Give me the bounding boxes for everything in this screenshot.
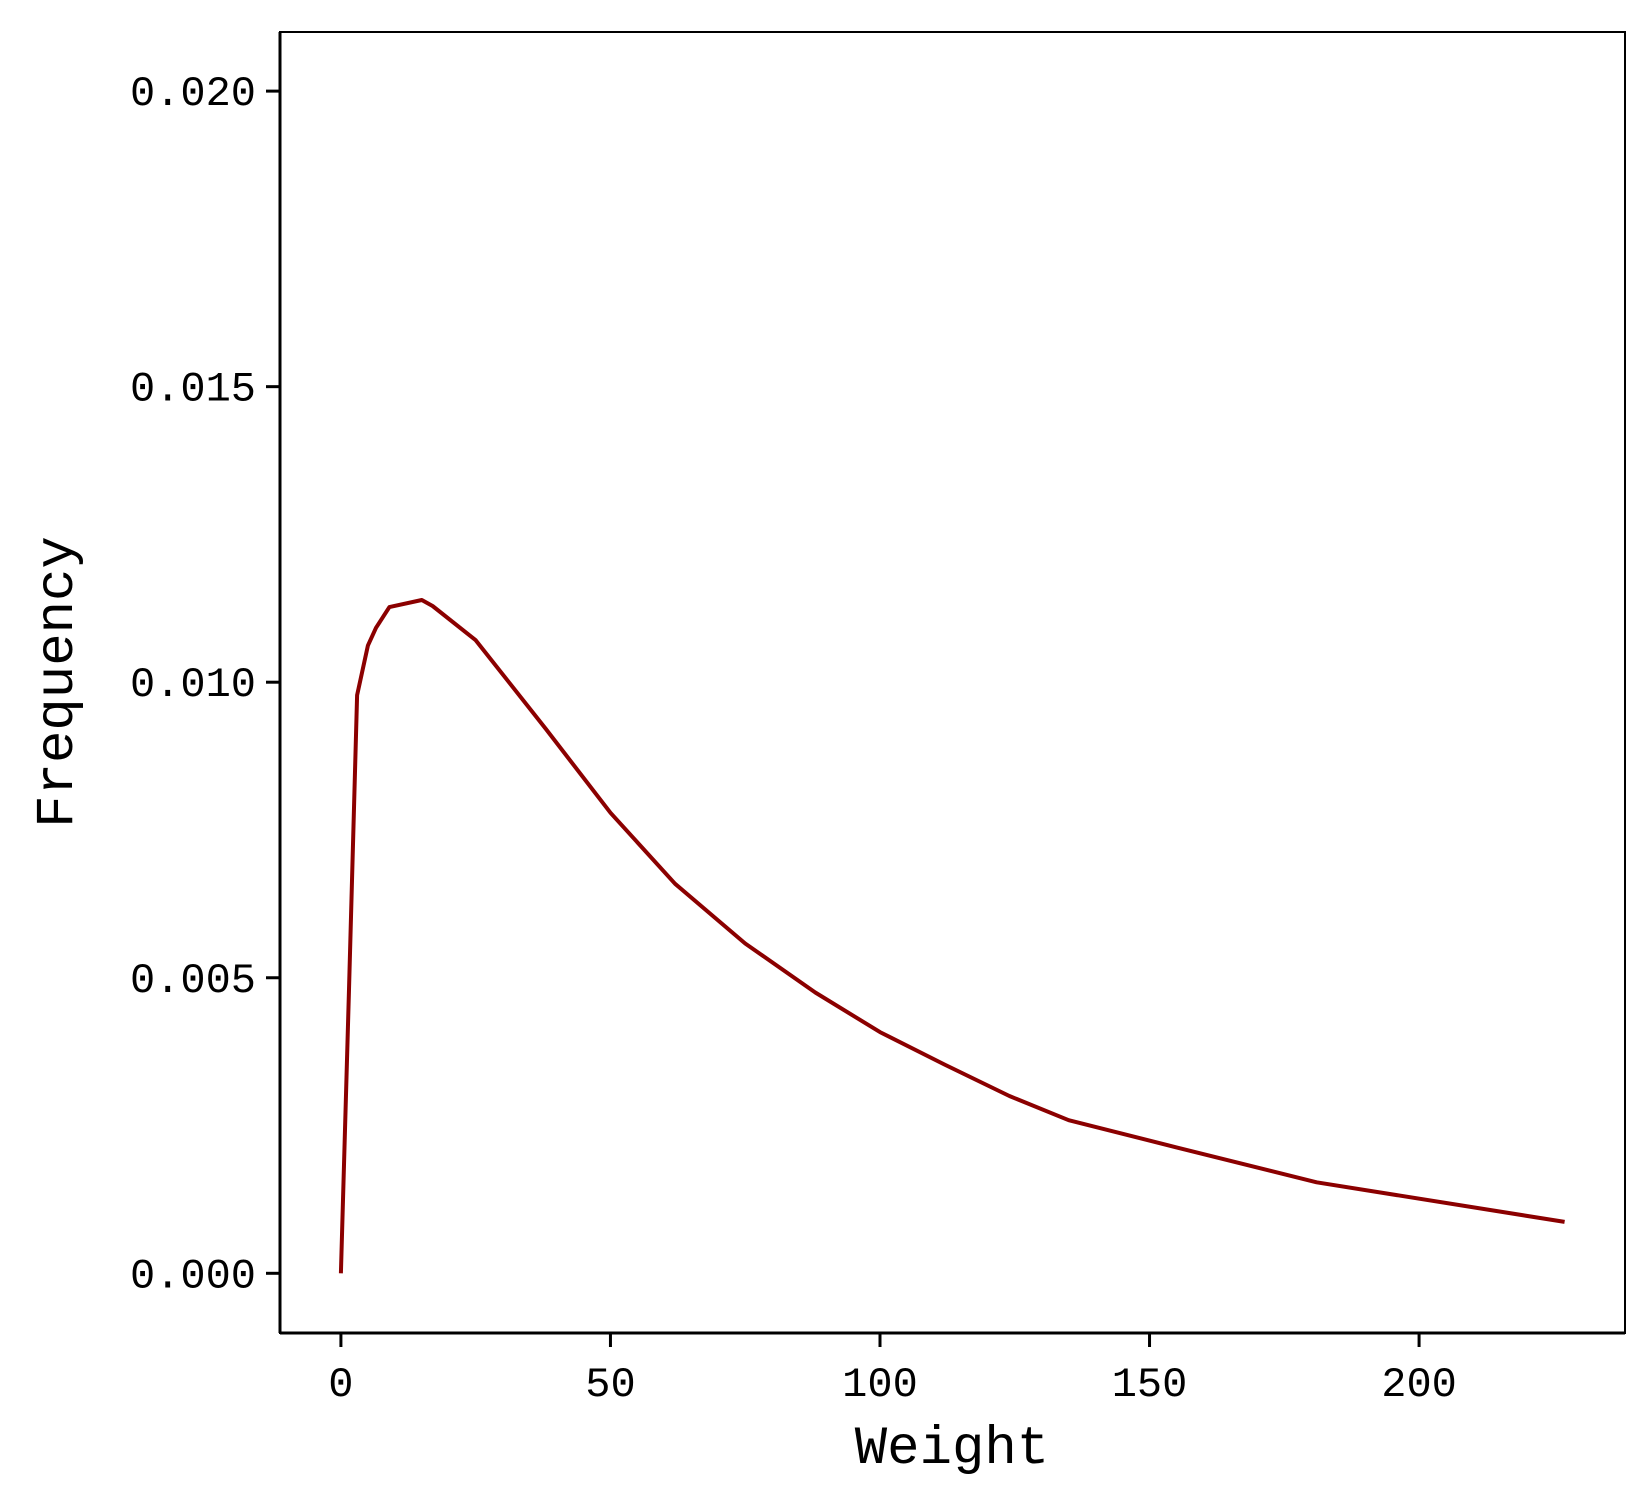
x-tick-label: 200	[1381, 1361, 1457, 1409]
y-tick-label: 0.020	[130, 70, 256, 118]
y-tick-label: 0.010	[130, 661, 256, 709]
series-line	[338, 598, 1565, 1274]
x-tick-label: 150	[1112, 1361, 1188, 1409]
plot-area	[279, 31, 1626, 1334]
x-axis-title: Weight	[855, 1419, 1049, 1480]
y-axis-title: Frequency	[28, 536, 89, 828]
y-tick-label: 0.005	[130, 957, 256, 1005]
y-ticks: 0.000 0.005 0.010 0.015 0.020	[130, 70, 280, 1300]
x-tick-label: 50	[585, 1361, 635, 1409]
x-tick-label: 100	[842, 1361, 918, 1409]
y-tick-label: 0.015	[130, 366, 256, 414]
y-tick-label: 0.000	[130, 1252, 256, 1300]
x-ticks: 0 50 100 150 200	[328, 1333, 1457, 1409]
series-layer	[338, 598, 1565, 1274]
x-tick-label: 0	[328, 1361, 353, 1409]
